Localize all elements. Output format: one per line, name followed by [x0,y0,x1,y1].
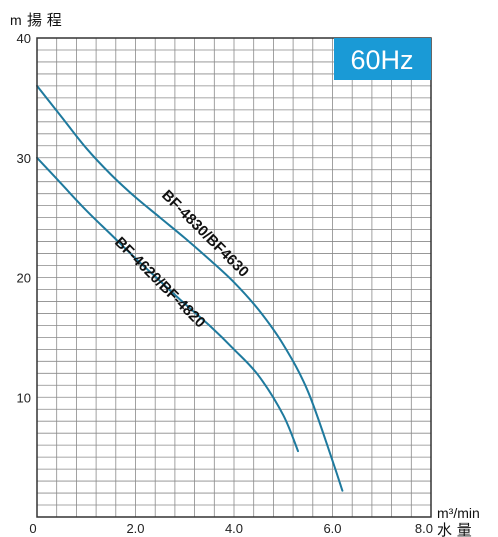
x-tick-label: 4.0 [225,521,243,536]
x-tick-labels: 0 2.0 4.0 6.0 8.0 [29,521,433,536]
x-tick-label: 2.0 [126,521,144,536]
frequency-badge [334,38,431,80]
x-axis-unit: m³/min [437,505,480,521]
y-tick-label: 40 [17,31,31,46]
y-axis-unit: m [10,12,22,28]
x-tick-label: 6.0 [323,521,341,536]
chart-grid [37,38,431,517]
series-label-bf-4830: BF-4830/BF4630 [158,187,252,281]
y-tick-label: 10 [17,390,31,405]
series-label-bf-4620: BF-4620/BF-4820 [111,234,209,332]
x-tick-label: 8.0 [415,521,433,536]
y-tick-label: 30 [17,151,31,166]
y-tick-labels: 40 30 20 10 [17,31,31,405]
frequency-badge-label: 60Hz [350,45,413,75]
plot-frame [36,37,432,518]
x-tick-label: 0 [29,521,36,536]
y-axis-title: 揚 程 [27,11,62,29]
series-line-0 [36,84,344,492]
x-axis-title: 水 量 [437,521,472,537]
series-line-1 [36,156,299,453]
y-tick-label: 20 [17,271,31,286]
chart-curves [36,84,344,492]
